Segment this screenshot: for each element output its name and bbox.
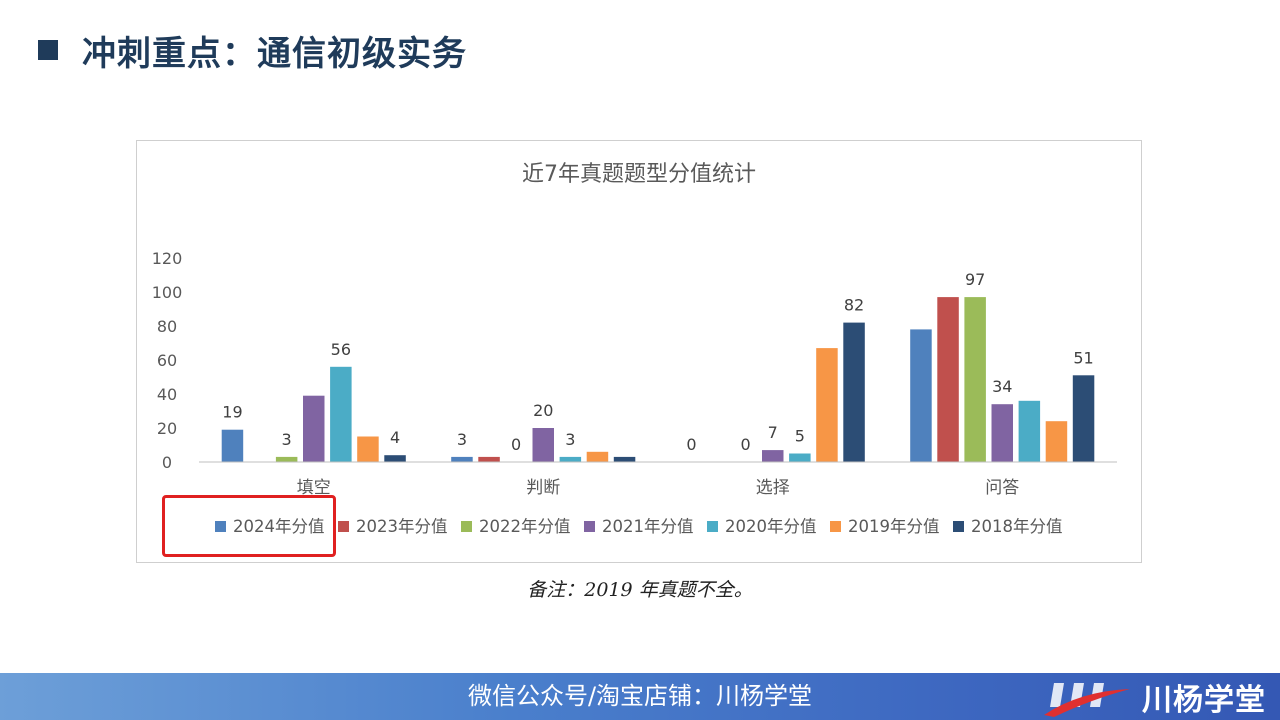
- data-label: 7: [768, 423, 778, 442]
- bar: [330, 366, 352, 462]
- bar-chart: 近7年真题题型分值统计 0 20 40 60 80 100 120 19 3 56 4 3 0 20 3 0…: [152, 162, 1117, 536]
- data-label: 34: [992, 377, 1012, 396]
- brand-logo-icon: [1044, 682, 1130, 717]
- footer-bar: 微信公众号/淘宝店铺：川杨学堂 川杨学堂: [0, 673, 1280, 720]
- chart-note: 备注：2019 年真题不全。: [527, 579, 753, 601]
- data-label: 3: [565, 430, 575, 449]
- legend-swatch: [461, 521, 472, 532]
- y-tick-label: 20: [157, 419, 177, 438]
- slide-title-text: 冲刺重点：通信初级实务: [82, 33, 467, 74]
- bar: [559, 456, 582, 462]
- bar: [910, 329, 932, 462]
- bar: [613, 456, 636, 462]
- data-label: 5: [795, 427, 805, 446]
- data-label: 56: [331, 340, 351, 359]
- bar: [1018, 400, 1041, 462]
- data-label: 97: [965, 270, 985, 289]
- data-label: 0: [686, 435, 696, 454]
- y-tick-label: 120: [152, 249, 183, 268]
- legend-label: 2023年分值: [356, 517, 448, 536]
- chart-container: 近7年真题题型分值统计 0 20 40 60 80 100 120 19 3 56 4 3 0 20 3 0…: [136, 140, 1142, 563]
- y-tick-label: 40: [157, 385, 177, 404]
- legend-label: 2022年分值: [479, 517, 571, 536]
- slide-title: 冲刺重点：通信初级实务: [38, 28, 467, 74]
- data-label: 82: [844, 296, 864, 315]
- data-label: 51: [1073, 348, 1093, 367]
- bar: [789, 453, 811, 462]
- bar: [762, 450, 784, 462]
- legend-swatch: [707, 521, 718, 532]
- legend-label: 2019年分值: [848, 517, 940, 536]
- bar: [357, 436, 379, 462]
- legend-swatch: [584, 521, 595, 532]
- data-label: 3: [282, 430, 292, 449]
- title-bullet-square: [38, 40, 58, 60]
- bar: [964, 297, 986, 462]
- legend-swatch: [215, 521, 226, 532]
- bar: [451, 456, 473, 462]
- bar: [1072, 375, 1095, 462]
- footer-logo: 川杨学堂: [1040, 673, 1266, 720]
- legend-label: 2020年分值: [725, 517, 817, 536]
- bar: [991, 404, 1013, 462]
- bar: [303, 395, 325, 462]
- logo-text: 川杨学堂: [1142, 682, 1266, 718]
- data-label: 4: [390, 428, 400, 447]
- legend-label: 2018年分值: [971, 517, 1063, 536]
- data-label: 3: [457, 430, 467, 449]
- data-label: 0: [741, 435, 751, 454]
- bar: [221, 429, 244, 462]
- data-label: 20: [533, 401, 553, 420]
- legend-swatch: [953, 521, 964, 532]
- legend-label: 2021年分值: [602, 517, 694, 536]
- y-tick-label: 0: [162, 453, 172, 472]
- bar: [532, 428, 554, 462]
- data-label: 19: [222, 403, 242, 422]
- bar: [384, 455, 406, 462]
- y-tick-label: 100: [152, 283, 183, 302]
- bar: [816, 348, 838, 462]
- footer-text: 微信公众号/淘宝店铺：川杨学堂: [467, 682, 813, 710]
- bar: [937, 297, 959, 462]
- x-category-label: 问答: [985, 478, 1019, 498]
- bar: [586, 451, 609, 462]
- data-label: 0: [511, 435, 521, 454]
- chart-title: 近7年真题题型分值统计: [522, 162, 756, 187]
- y-tick-label: 60: [157, 351, 177, 370]
- x-category-label: 判断: [526, 478, 560, 498]
- highlight-2024-legend-box: [162, 495, 336, 557]
- legend-label: 2024年分值: [233, 517, 325, 536]
- bar: [275, 456, 298, 462]
- x-category-label: 填空: [297, 478, 331, 498]
- bar: [478, 456, 500, 462]
- bar: [843, 322, 865, 462]
- x-category-label: 选择: [756, 478, 790, 498]
- bar: [1045, 421, 1068, 462]
- legend-swatch: [830, 521, 841, 532]
- y-tick-label: 80: [157, 317, 177, 336]
- legend-swatch: [338, 521, 349, 532]
